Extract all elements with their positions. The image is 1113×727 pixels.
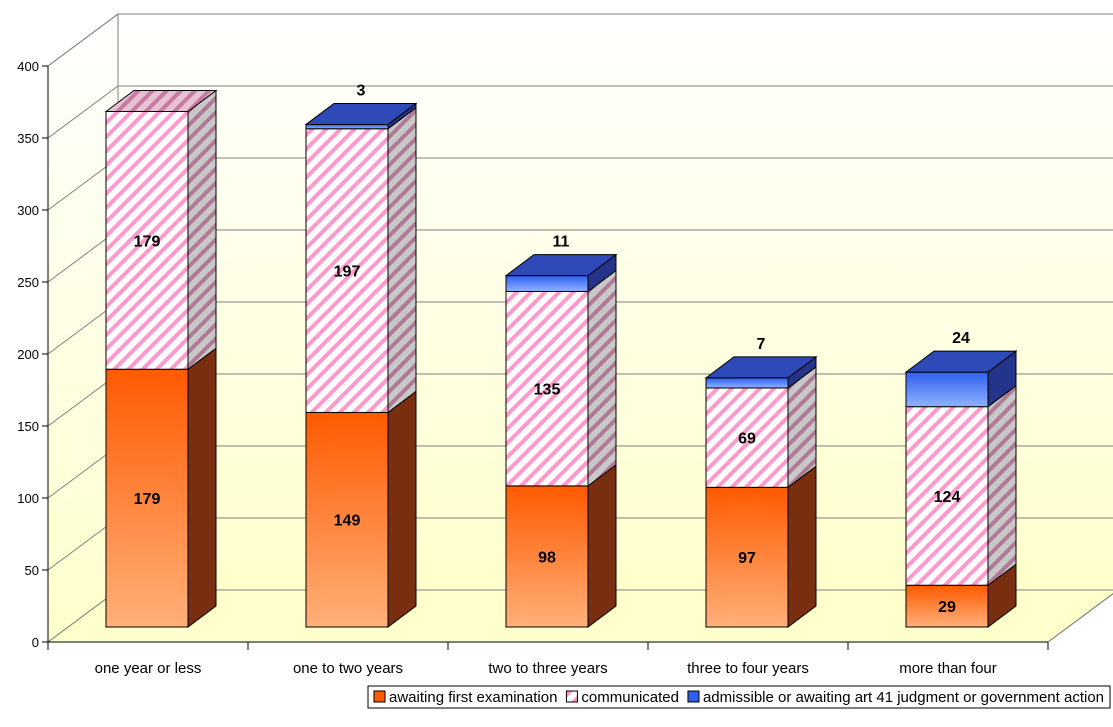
x-category-label: two to three years: [488, 660, 607, 677]
data-label: 124: [934, 489, 961, 506]
x-category-label: three to four years: [687, 660, 809, 677]
y-tick-label: 250: [17, 275, 39, 290]
data-label: 179: [134, 491, 161, 508]
data-label: 11: [553, 234, 570, 251]
data-label: 149: [334, 513, 361, 530]
bar-segment-communicated-side: [987, 384, 1017, 587]
legend-box: [367, 685, 1111, 709]
data-labels: 179 179 149 197 3 98 135 11 97 69 7 29 124 24: [134, 82, 970, 616]
y-tick-label: 150: [17, 419, 39, 434]
legend-swatch: [565, 690, 578, 703]
x-category-label: one year or less: [95, 660, 202, 677]
y-tick-label: 200: [17, 347, 39, 362]
bar-top: [104, 89, 218, 112]
data-label: 29: [938, 599, 956, 616]
data-label: 135: [534, 382, 561, 399]
legend-swatch: [373, 690, 386, 703]
bar-segment-communicated-side: [387, 106, 417, 414]
bar-top: [704, 356, 818, 379]
legend-item: communicated: [565, 689, 679, 706]
bar-segment-awaiting: [505, 485, 589, 628]
x-category-label: one to two years: [293, 660, 403, 677]
legend-label: awaiting first examination: [389, 689, 557, 706]
bar-segment-communicated-side: [187, 89, 217, 371]
bar-top: [504, 254, 618, 277]
bar-segment-admissible: [505, 275, 589, 292]
bar-segment-admissible: [705, 377, 789, 389]
bar-segment-communicated: [105, 110, 189, 370]
data-label: 97: [738, 550, 756, 567]
data-label: 98: [538, 549, 556, 566]
bar-segment-awaiting: [705, 486, 789, 628]
data-label: 7: [757, 336, 766, 353]
y-axis: 0 50 100 150 200 250 300 350 400: [17, 59, 1113, 650]
bar-segment-awaiting-side: [587, 463, 617, 628]
legend-item: admissible or awaiting art 41 judgment o…: [687, 689, 1104, 706]
bar-segment-awaiting-side: [387, 390, 417, 628]
bar-top: [904, 350, 1018, 373]
gridline: [47, 85, 1113, 139]
y-tick-label: 0: [32, 635, 39, 650]
bar-segment-communicated: [505, 290, 589, 487]
legend: awaiting first examination communicated ad…: [367, 685, 1111, 709]
floor-edge: [1047, 593, 1113, 643]
legend-label: communicated: [581, 689, 679, 706]
y-tick-label: 350: [17, 131, 39, 146]
data-label: 179: [134, 233, 161, 250]
bar-segment-communicated: [705, 387, 789, 488]
bars: [104, 89, 1018, 628]
bar-segment-awaiting-side: [187, 347, 217, 628]
bar-segment-admissible: [905, 371, 989, 408]
data-label: 69: [738, 431, 756, 448]
y-tick-label: 100: [17, 491, 39, 506]
bar-segment-admissible: [305, 123, 389, 130]
data-label: 197: [334, 264, 361, 281]
y-tick-label: 400: [17, 59, 39, 74]
bar-segment-communicated: [305, 128, 389, 413]
y-tick-label: 50: [25, 563, 39, 578]
data-label: 3: [357, 82, 366, 99]
data-label: 24: [952, 330, 970, 347]
bar-segment-awaiting-side: [787, 465, 817, 628]
bar-segment-communicated-side: [587, 269, 617, 487]
x-axis-category-labels: one year or less one to two years two to t…: [95, 660, 997, 677]
gridline: [47, 13, 1113, 67]
x-category-label: more than four: [899, 660, 997, 677]
bar-segment-awaiting: [305, 411, 389, 628]
y-tick-label: 300: [17, 203, 39, 218]
legend-label: admissible or awaiting art 41 judgment o…: [703, 689, 1104, 706]
bar-top: [304, 102, 418, 125]
bar-segment-awaiting: [105, 368, 189, 628]
legend-item: awaiting first examination: [373, 689, 557, 706]
legend-swatch: [687, 690, 700, 703]
